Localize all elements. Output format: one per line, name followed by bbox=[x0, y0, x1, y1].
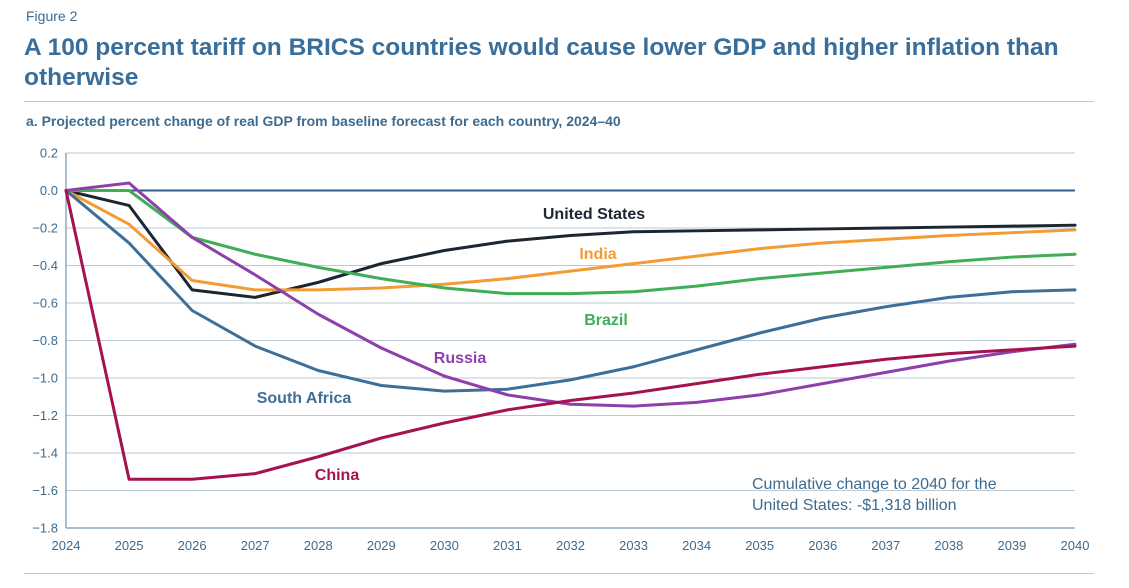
x-tick-label: 2027 bbox=[241, 538, 270, 553]
y-tick-label: 0.0 bbox=[40, 183, 58, 198]
chart-subtitle: a. Projected percent change of real GDP … bbox=[26, 113, 621, 129]
y-tick-label: −0.2 bbox=[32, 221, 58, 236]
title-divider bbox=[24, 101, 1094, 102]
y-tick-label: 0.2 bbox=[40, 146, 58, 161]
y-tick-label: −0.8 bbox=[32, 333, 58, 348]
x-tick-label: 2035 bbox=[745, 538, 774, 553]
x-tick-label: 2040 bbox=[1061, 538, 1090, 553]
annotation-line-1: Cumulative change to 2040 for the bbox=[752, 476, 997, 493]
annotation: Cumulative change to 2040 for the United… bbox=[752, 476, 997, 514]
y-axis-ticks: 0.2 0.0 −0.2 −0.4 −0.6 −0.8 −1.0 −1.2 −1.4 −1.6 −1… bbox=[32, 146, 58, 536]
x-tick-label: 2033 bbox=[619, 538, 648, 553]
y-tick-label: −1.0 bbox=[32, 371, 58, 386]
x-tick-label: 2037 bbox=[871, 538, 900, 553]
series-line-china bbox=[64, 189, 1077, 481]
x-tick-label: 2030 bbox=[430, 538, 459, 553]
series-line-united-states bbox=[64, 189, 1077, 299]
series-label-brazil: Brazil bbox=[584, 312, 628, 329]
y-tick-label: −0.4 bbox=[32, 258, 58, 273]
series-label-india: India bbox=[579, 246, 616, 263]
x-tick-label: 2026 bbox=[178, 538, 207, 553]
x-tick-label: 2024 bbox=[52, 538, 81, 553]
y-tick-label: −1.4 bbox=[32, 446, 58, 461]
chart-title: A 100 percent tariff on BRICS countries … bbox=[24, 34, 1059, 91]
x-tick-label: 2034 bbox=[682, 538, 711, 553]
series-line-south-africa bbox=[64, 189, 1077, 393]
series-label-united-states: United States bbox=[543, 206, 645, 223]
bottom-divider bbox=[24, 573, 1094, 574]
series-line-russia bbox=[64, 181, 1077, 408]
annotation-line-2: United States: -$1,318 billion bbox=[752, 497, 957, 514]
series-label-russia: Russia bbox=[434, 350, 487, 367]
series-label-south-africa: South Africa bbox=[257, 390, 352, 407]
x-tick-label: 2028 bbox=[304, 538, 333, 553]
figure-label: Figure 2 bbox=[26, 8, 78, 24]
y-tick-label: −0.6 bbox=[32, 296, 58, 311]
x-tick-label: 2039 bbox=[997, 538, 1026, 553]
x-tick-label: 2029 bbox=[367, 538, 396, 553]
series-labels: United States India Brazil South Africa Russ… bbox=[257, 206, 645, 484]
x-tick-label: 2036 bbox=[808, 538, 837, 553]
series-label-china: China bbox=[315, 467, 360, 484]
series-line-brazil bbox=[64, 189, 1077, 296]
x-axis-ticks: 2024 2025 2026 2027 2028 2029 2030 2031 2032 2033… bbox=[52, 538, 1090, 553]
y-tick-label: −1.6 bbox=[32, 483, 58, 498]
y-tick-label: −1.8 bbox=[32, 521, 58, 536]
x-tick-label: 2031 bbox=[493, 538, 522, 553]
y-tick-label: −1.2 bbox=[32, 408, 58, 423]
series-lines bbox=[64, 181, 1077, 481]
series-line-india bbox=[64, 189, 1077, 292]
x-tick-label: 2032 bbox=[556, 538, 585, 553]
x-tick-label: 2025 bbox=[115, 538, 144, 553]
x-tick-label: 2038 bbox=[934, 538, 963, 553]
